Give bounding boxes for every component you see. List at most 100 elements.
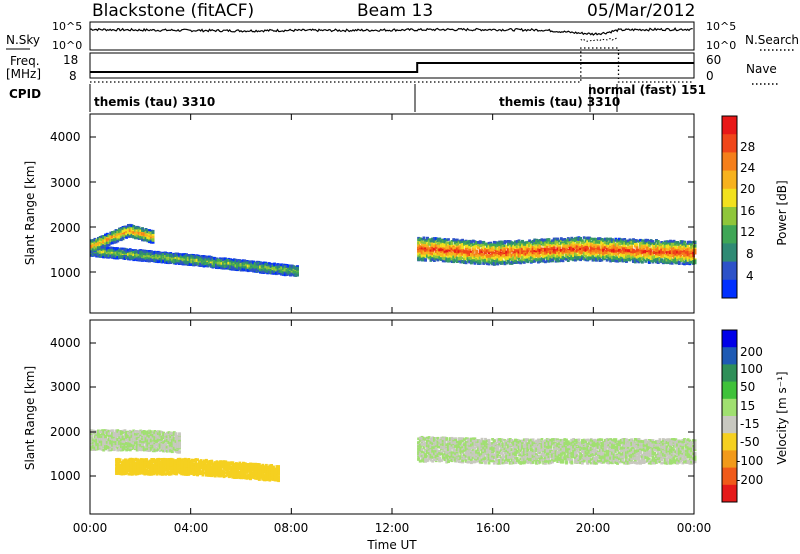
heatmap-cell: [130, 234, 134, 237]
heatmap-cell: [132, 250, 136, 254]
heatmap-cell: [153, 259, 157, 262]
heatmap-cell: [114, 247, 118, 251]
heatmap-cell: [93, 252, 97, 256]
heatmap-cell: [95, 252, 99, 255]
heatmap-cell: [123, 255, 127, 258]
heatmap-cell: [148, 252, 151, 256]
heatmap-cell: [271, 271, 275, 274]
heatmap-cell: [204, 264, 208, 267]
heatmap-cell: [222, 262, 225, 265]
heatmap-cell: [121, 248, 125, 252]
heatmap-cell: [287, 270, 291, 274]
heatmap-cell: [193, 259, 197, 262]
heatmap-cell: [116, 235, 120, 239]
heatmap-cell: [241, 267, 245, 271]
heatmap-cell: [100, 245, 104, 249]
heatmap-cell: [285, 271, 289, 275]
heatmap-cell: [267, 266, 271, 270]
heatmap-cell: [158, 260, 162, 263]
heatmap-cell: [447, 238, 450, 241]
heatmap-cell: [192, 255, 195, 259]
heatmap-cell: [114, 251, 118, 255]
heatmap-cell: [137, 251, 141, 254]
heatmap-cell: [107, 234, 111, 238]
heatmap-cell: [130, 230, 134, 234]
heatmap-cell: [248, 263, 252, 266]
heatmap-cell: [116, 256, 120, 259]
heatmap-cell: [287, 272, 291, 275]
heatmap-cell: [201, 256, 204, 259]
heatmap-cell: [229, 262, 232, 265]
heatmap-cell: [116, 247, 120, 251]
heatmap-cell: [199, 263, 202, 267]
heatmap-cell: [253, 270, 257, 273]
heatmap-cell: [91, 253, 95, 257]
heatmap-cell: [105, 254, 109, 258]
heatmap-cell: [260, 265, 264, 268]
heatmap-cell: [107, 249, 111, 252]
heatmap-cell: [116, 231, 120, 234]
heatmap-cell: [260, 267, 264, 270]
heatmap-cell: [135, 257, 139, 261]
heatmap-cell: [250, 260, 254, 263]
heatmap-cell: [253, 264, 257, 268]
heatmap-cell: [155, 255, 158, 259]
heatmap-cell: [276, 264, 280, 268]
nave-label: Nave: [746, 62, 777, 76]
frequency-label-line2: [MHz]: [6, 67, 41, 81]
heatmap-cell: [220, 262, 224, 265]
heatmap-cell: [93, 248, 97, 251]
heatmap-cell: [134, 254, 137, 258]
heatmap-cell: [111, 249, 114, 252]
heatmap-cell: [146, 252, 150, 256]
heatmap-cell: [142, 258, 146, 261]
heatmap-cell: [230, 267, 234, 270]
heatmap-cell: [95, 249, 99, 253]
heatmap-cell: [285, 266, 289, 270]
heatmap-cell: [111, 251, 114, 254]
heatmap-cell: [197, 262, 201, 266]
noise-left-tick-bottom: 10^0: [52, 39, 82, 52]
heatmap-cell: [151, 257, 155, 260]
heatmap-cell: [116, 237, 120, 240]
heatmap-cell: [162, 253, 165, 256]
heatmap-cell: [112, 231, 116, 234]
heatmap-cell: [127, 231, 130, 234]
heatmap-cell: [267, 264, 271, 268]
heatmap-cell: [97, 254, 100, 257]
heatmap-cell: [149, 250, 153, 254]
heatmap-cell: [234, 264, 238, 268]
heatmap-cell: [90, 242, 93, 245]
heatmap-cell: [264, 265, 268, 269]
heatmap-cell: [98, 251, 102, 254]
heatmap-cell: [90, 253, 93, 257]
heatmap-cell: [128, 223, 132, 227]
heatmap-cell: [130, 228, 134, 231]
heatmap-cell: [213, 264, 217, 267]
heatmap-cell: [135, 255, 139, 259]
heatmap-cell: [255, 265, 259, 268]
heatmap-cell: [116, 233, 120, 237]
heatmap-cell: [141, 251, 144, 255]
heatmap-cell: [91, 240, 95, 244]
heatmap-cell: [118, 249, 121, 252]
heatmap-cell: [119, 238, 123, 242]
heatmap-cell: [176, 255, 180, 258]
heatmap-cell: [208, 257, 211, 261]
heatmap-cell: [188, 256, 192, 259]
heatmap-cell: [151, 234, 155, 237]
heatmap-cell: [229, 265, 232, 268]
heatmap-cell: [102, 236, 106, 240]
heatmap-cell: [174, 258, 178, 262]
heatmap-cell: [97, 246, 100, 250]
heatmap-cell: [109, 231, 113, 235]
heatmap-cell: [121, 251, 125, 254]
heatmap-cell: [243, 268, 247, 272]
heatmap-cell: [116, 239, 120, 242]
heatmap-cell: [127, 248, 130, 252]
heatmap-cell: [239, 268, 243, 272]
heatmap-cell: [290, 264, 294, 268]
heatmap-cell: [236, 266, 239, 270]
heatmap-cell: [216, 263, 220, 266]
heatmap-cell: [135, 253, 139, 256]
